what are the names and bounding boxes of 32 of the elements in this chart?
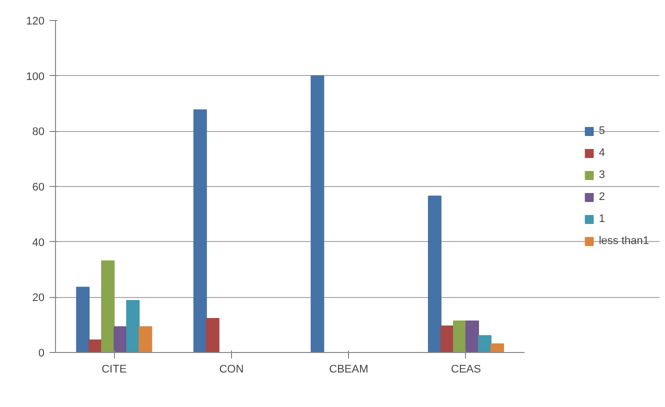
y-tick-label: 40: [32, 236, 45, 249]
y-tick-label: 20: [32, 292, 45, 304]
bar: [126, 300, 140, 352]
bar: [452, 320, 466, 352]
legend-label: less than1: [598, 235, 649, 247]
bar: [428, 196, 442, 352]
x-tick-label: CBEAM: [329, 364, 368, 376]
y-tick-label: 100: [26, 70, 45, 83]
bar: [114, 326, 128, 352]
bar: [465, 320, 479, 352]
legend-label: 2: [598, 191, 606, 203]
legend-label: 5: [598, 125, 606, 137]
x-tick-label: CON: [219, 364, 244, 376]
bar: [138, 326, 152, 352]
y-tick-label: 120: [26, 16, 45, 28]
x-tick-label: CEAS: [451, 364, 481, 376]
bar: [76, 286, 90, 352]
bar: [101, 260, 115, 352]
bar: [206, 318, 220, 352]
bar: [88, 340, 102, 352]
y-tick-label: 80: [32, 126, 45, 138]
y-tick-label: 0: [38, 348, 45, 360]
bar: [310, 75, 324, 352]
x-tick-label: CITE: [102, 364, 127, 376]
legend-label: 4: [598, 147, 606, 159]
y-tick-label: 60: [32, 182, 45, 194]
bar: [193, 109, 207, 352]
bar: [478, 335, 492, 352]
legend-label: 3: [598, 169, 606, 181]
bar: [490, 343, 504, 352]
bar: [440, 325, 454, 352]
legend-label: 1: [598, 213, 606, 225]
